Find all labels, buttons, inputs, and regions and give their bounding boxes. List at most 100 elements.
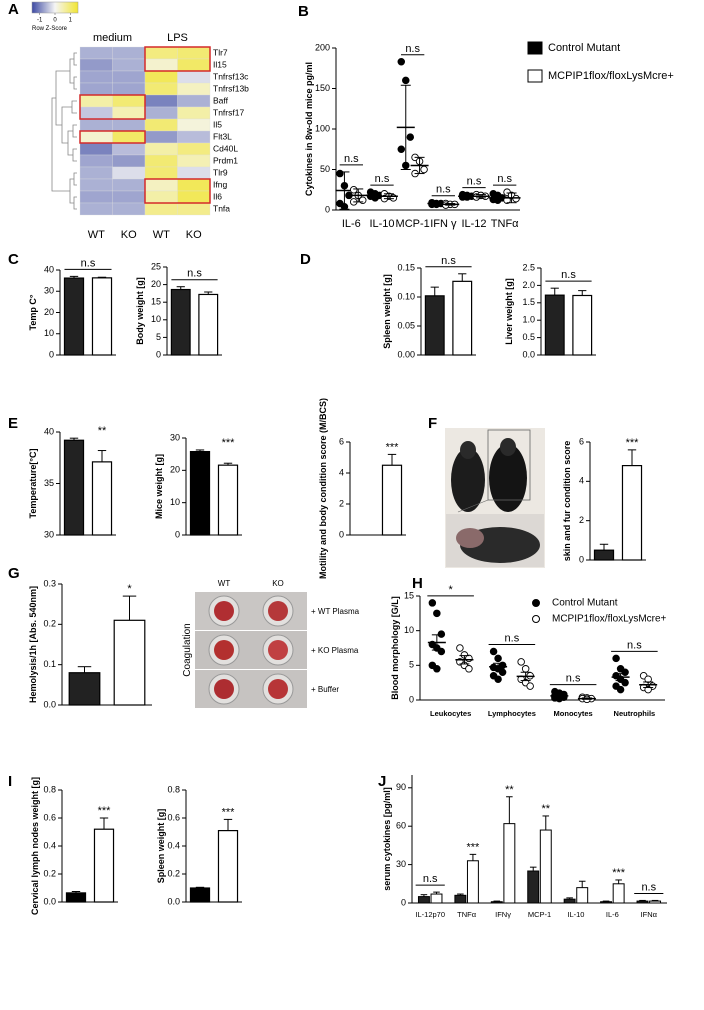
bar [424,295,445,356]
highlight-box [79,130,146,144]
heatmap-cell [177,118,211,132]
heatmap-cell [112,46,146,60]
heatmap-cell [79,70,113,84]
y-axis-label: Liver weight [g] [504,278,514,345]
panel-letter: C [8,251,19,268]
y-axis-label: Mice weight [g] [154,454,164,519]
panel-letter: H [412,575,423,592]
x-tick-label: IFN γ [430,218,457,230]
row-label: Il6 [213,191,222,201]
heatmap-cell [177,58,211,72]
y-tick-label: 200 [315,42,330,52]
y-tick-label: 0.4 [43,840,56,850]
y-tick-label: 0 [156,349,161,359]
heatmap-cell [79,178,113,192]
y-tick-label: 0 [325,204,330,214]
significance-label: * [448,584,453,596]
heatmap-cell [79,58,113,72]
column-label: WT [88,229,105,241]
bar [576,887,589,904]
y-tick-label: 0.6 [43,812,56,822]
bar [217,464,239,536]
significance-label: n.s [405,43,420,55]
legend-marker [527,69,543,83]
error-bar [578,880,586,888]
error-bar [77,666,92,673]
data-point [465,665,473,673]
bar [539,829,552,904]
x-tick-label: IL-12p70 [415,910,445,919]
data-point [521,665,530,673]
y-tick-label: 20 [151,279,161,289]
error-bar [176,286,185,290]
y-tick-label: 40 [44,264,54,274]
y-tick-label: 0.00 [397,349,415,359]
error-bar [339,171,350,210]
row-label: Tnfrsf13c [213,71,249,81]
data-point [472,193,481,201]
legend-label: MCPIP1flox/floxLysMcre+ [552,614,667,625]
bar [563,898,576,904]
error-bar [506,796,513,824]
y-tick-label: 0.3 [43,578,56,588]
bar [466,860,479,904]
y-tick-label: 2.0 [522,280,535,290]
heatmap-cell [177,142,211,156]
row-label: Tnfa [213,203,230,213]
y-tick-label: 15 [151,297,161,307]
bar [454,894,467,904]
heatmap-cell [144,142,178,156]
error-bar [431,634,442,651]
y-tick-label: 100 [315,123,330,133]
significance-label: n.s [497,173,512,185]
bar [198,293,219,356]
x-tick-label: Leukocytes [430,709,471,718]
significance-label: *** [626,437,640,449]
heatmap-cell [144,130,178,144]
error-bar [475,194,486,199]
x-tick-label: TNFα [457,910,477,919]
y-tick-label: 0.4 [167,840,180,850]
error-bar [643,681,654,689]
bar [430,893,443,904]
error-bar [469,853,477,861]
heatmap-cell [144,70,178,84]
y-tick-label: 0.10 [397,291,415,301]
heatmap-cell [144,58,178,72]
significance-label: ** [98,425,107,437]
significance-label: ** [542,803,551,815]
data-point [612,654,620,663]
significance-label: n.s [375,173,390,185]
y-axis-label: Motility and body condition score (M/BCS… [318,398,328,579]
colorbar-title: Row Z-Score [32,26,68,32]
bar [170,288,191,356]
significance-label: n.s [81,257,96,269]
significance-label: n.s [187,268,202,280]
error-bar [458,273,467,282]
error-bar [370,192,381,199]
y-tick-label: 20 [44,307,54,317]
bar [93,828,115,903]
y-tick-label: 30 [44,529,54,539]
error-bar [550,287,559,296]
heatmap-cell [79,154,113,168]
panel-letter: B [298,3,309,20]
y-tick-label: 0.1 [43,659,56,669]
error-bar [651,899,659,902]
y-axis-label: Cervical lymph nodes weight [g] [30,777,40,915]
x-tick-label: IL-12 [461,218,486,230]
x-tick-label: MCP-1 [528,910,551,919]
heatmap-cell [177,70,211,84]
y-axis-label: serum cytokines [pg/ml] [382,787,392,891]
colorbar [31,1,79,14]
bar [503,823,516,904]
heatmap-cell [144,154,178,168]
significance-label: *** [612,867,626,879]
data-point [428,599,437,607]
row-label: Il15 [213,59,227,69]
bar [636,900,649,904]
error-bar [639,899,646,902]
legend-marker [527,41,543,55]
y-tick-label: 0.5 [522,332,535,342]
y-tick-label: 40 [44,426,54,436]
